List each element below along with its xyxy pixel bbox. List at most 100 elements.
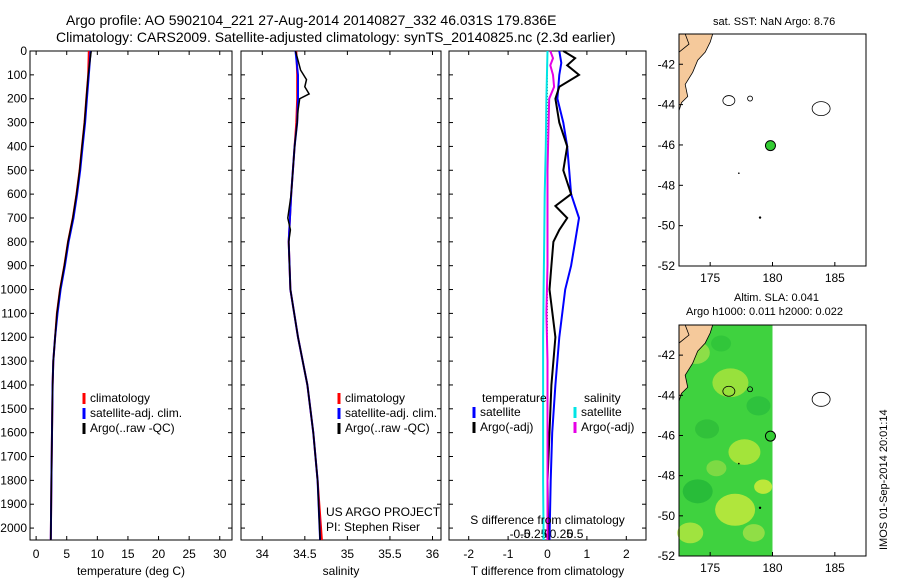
difference-xtick-label: -2 (463, 547, 474, 561)
difference-xtick-label: 0 (544, 547, 551, 561)
temperature-ytick-label: 1200 (0, 330, 27, 344)
sla-map-sla-patch (728, 439, 761, 465)
temperature-ytick-label: 1000 (0, 283, 27, 297)
temperature-xtick-label: 0 (33, 547, 40, 561)
sla-map-sla-patch (706, 460, 727, 477)
salinity-xtick-label: 36 (426, 547, 440, 561)
sla-map-chatham-island (722, 385, 736, 397)
difference-series-1 (546, 50, 581, 541)
temperature-ytick-label: 1500 (0, 402, 27, 416)
difference-legend-s-0-label: satellite (581, 405, 622, 419)
sla-map-sla-patch (711, 335, 732, 352)
salinity-legend-0-label: climatology (345, 391, 405, 405)
salinity-annotation-pi: PI: Stephen Riser (326, 520, 420, 534)
difference-legend-salinity-title: salinity (584, 391, 621, 405)
sst-map-chatham-island (722, 95, 736, 106)
difference-xtick-label: -1 (503, 547, 514, 561)
salinity-legend-2-label: Argo(..raw -QC) (345, 421, 430, 435)
temperature-xlabel: temperature (deg C) (77, 564, 185, 578)
temperature-ytick-label: 200 (7, 92, 27, 106)
difference-stick-label: -0.5 (510, 527, 531, 541)
salinity-xtick-label: 35.5 (378, 547, 402, 561)
sla-map-chatham-islands (811, 391, 831, 407)
sla-map-ytick-label: -48 (658, 469, 676, 483)
salinity-series-2 (287, 50, 321, 541)
sla-map-sla-patch (754, 479, 773, 494)
difference-series-2 (542, 50, 549, 541)
salinity-xtick-label: 35 (341, 547, 355, 561)
difference-stick-label: 0.5 (567, 527, 584, 541)
temperature-ytick-label: 1900 (0, 497, 27, 511)
sla-map-ytick-label: -50 (658, 509, 676, 523)
temperature-legend-1-label: satellite-adj. clim. (90, 406, 182, 420)
sla-map-new-zealand-land (678, 324, 714, 402)
sst-map-ytick-label: -48 (658, 178, 676, 192)
sst-map-small-island (747, 95, 753, 102)
difference-series-0 (548, 50, 581, 541)
temperature-legend-0-label: climatology (90, 391, 150, 405)
sst-map-chatham-islands (811, 101, 831, 117)
sla-map-sla-patch (712, 368, 749, 398)
temperature-ytick-label: 300 (7, 116, 27, 130)
salinity-legend-1-label: satellite-adj. clim. (345, 406, 437, 420)
sla-map-sla-patch (742, 524, 765, 542)
temperature-ytick-label: 900 (7, 259, 27, 273)
profile-title: Argo profile: AO 5902104_221 27-Aug-2014… (66, 12, 557, 28)
sst-map-title: sat. SST: NaN Argo: 8.76 (713, 16, 836, 28)
temperature-ytick-label: 100 (7, 68, 27, 82)
sst-map-xtick-label: 185 (825, 271, 845, 285)
difference-xlabel-top: S difference from climatology (470, 513, 625, 527)
temperature-xtick-label: 15 (121, 547, 135, 561)
difference-xlabel: T difference from climatology (471, 564, 625, 578)
sla-map-title: Altim. SLA: 0.041 (734, 292, 819, 304)
temperature-xtick-label: 25 (182, 547, 196, 561)
sst-map-ytick-label: -52 (658, 259, 676, 273)
salinity-xtick-label: 34 (256, 547, 270, 561)
salinity-series-1 (287, 50, 322, 541)
temperature-ytick-label: 1100 (1, 306, 27, 320)
temperature-ytick-label: 600 (7, 187, 27, 201)
sst-map-ytick-label: -44 (658, 98, 676, 112)
temperature-ytick-label: 1400 (0, 378, 27, 392)
sla-map-xtick-label: 185 (825, 561, 845, 575)
temperature-ytick-label: 500 (7, 163, 27, 177)
sla-map-xtick-label: 175 (700, 561, 720, 575)
sla-map-sla-patch (677, 522, 704, 544)
sla-map-small-island (747, 386, 753, 393)
temperature-ytick-label: 1600 (0, 426, 27, 440)
difference-legend-s-1-label: Argo(-adj) (581, 420, 634, 434)
difference-legend-t-1-label: Argo(-adj) (480, 420, 533, 434)
difference-xtick-label: 2 (623, 547, 630, 561)
sst-map-xtick-label: 180 (762, 271, 782, 285)
sst-map-ytick-label: -46 (658, 138, 676, 152)
temperature-ytick-label: 800 (7, 235, 27, 249)
difference-stick-label: 0.25 (550, 527, 574, 541)
salinity-panel-frame (240, 50, 442, 541)
sla-map-xtick-label: 180 (762, 561, 782, 575)
difference-legend-temperature-title: temperature (482, 391, 547, 405)
sla-map-sla-patch (715, 493, 756, 526)
difference-legend-t-0-label: satellite (480, 405, 521, 419)
temperature-ytick-label: 1300 (0, 354, 27, 368)
temperature-ytick-label: 1700 (0, 450, 27, 464)
sla-map-islet (738, 462, 740, 465)
temperature-ytick-label: 2000 (0, 521, 27, 535)
temperature-xtick-label: 5 (63, 547, 70, 561)
temperature-xtick-label: 30 (213, 547, 227, 561)
salinity-annotation-project: US ARGO PROJECT (326, 505, 441, 519)
temperature-ytick-label: 400 (7, 139, 27, 153)
temperature-ytick-label: 1800 (0, 473, 27, 487)
sla-map-ytick-label: -44 (658, 388, 676, 402)
salinity-xlabel: salinity (323, 564, 360, 578)
salinity-xtick-label: 34.5 (293, 547, 317, 561)
sst-map-argo-marker (764, 140, 776, 152)
sst-map-ytick-label: -42 (658, 57, 676, 71)
temperature-xtick-label: 10 (91, 547, 105, 561)
sst-map-islet (758, 216, 762, 219)
sst-map-new-zealand-land (678, 33, 714, 111)
sla-map-argo-marker (764, 430, 776, 442)
sla-map-ytick-label: -52 (658, 549, 676, 563)
sla-map-sla-patch (746, 396, 771, 416)
sla-map-islet (758, 506, 762, 509)
